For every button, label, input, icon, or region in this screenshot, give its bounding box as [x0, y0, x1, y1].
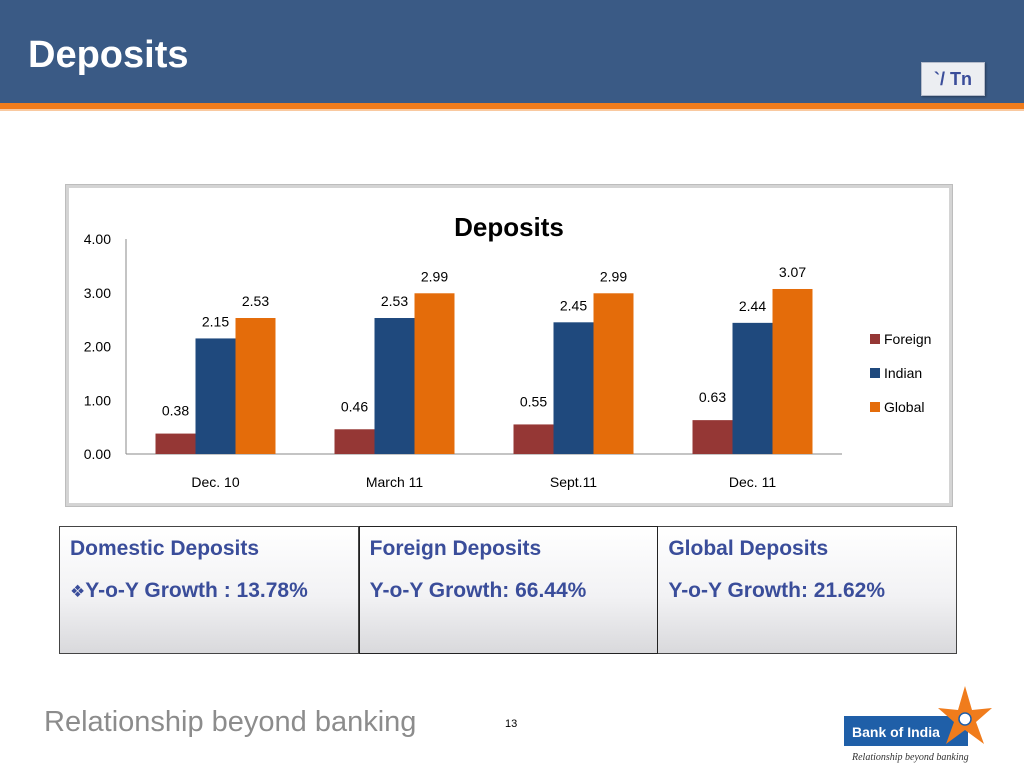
bar-foreign — [513, 424, 554, 454]
legend-label: Global — [884, 399, 924, 415]
x-tick-label: Dec. 11 — [729, 474, 776, 490]
logo-name: Bank of India — [852, 724, 940, 740]
bar-global — [414, 293, 455, 454]
summary-growth-text: Y-o-Y Growth : 13.78% — [85, 579, 308, 602]
summary-title: Foreign Deposits — [369, 537, 542, 560]
summary-box-foreign: Foreign Deposits Y-o-Y Growth: 66.44% — [358, 526, 659, 654]
bar-global — [593, 293, 634, 454]
legend-swatch-foreign — [870, 334, 880, 344]
deposits-chart: Deposits 0.00 1.00 2.00 3.00 4.00 0.38 2.15 2.53… — [84, 212, 932, 490]
footer-tagline: Relationship beyond banking — [44, 706, 417, 738]
bar-foreign — [692, 420, 733, 454]
bar-indian — [195, 338, 236, 454]
summary-title: Domestic Deposits — [70, 537, 260, 560]
summary-growth-text: Y-o-Y Growth: 21.62% — [668, 579, 886, 602]
data-label: 2.15 — [202, 313, 229, 329]
chart-frame: Deposits 0.00 1.00 2.00 3.00 4.00 0.38 2.15 2.53… — [65, 184, 953, 507]
x-tick-label: Sept.11 — [550, 474, 597, 490]
data-label: 0.55 — [520, 393, 547, 409]
y-tick-label: 0.00 — [84, 446, 111, 462]
header-accent-line — [0, 103, 1024, 109]
bar-global — [235, 318, 276, 454]
data-label: 0.46 — [341, 398, 368, 414]
legend-swatch-indian — [870, 368, 880, 378]
data-label: 3.07 — [779, 264, 806, 280]
data-label: 2.99 — [421, 268, 448, 284]
summary-box-global: Global Deposits Y-o-Y Growth: 21.62% — [658, 526, 958, 654]
bank-of-india-logo: Bank of India Relationship beyond bankin… — [844, 686, 992, 763]
data-label: 0.38 — [162, 403, 189, 419]
logo-tagline: Relationship beyond banking — [851, 752, 969, 763]
summary-box-domestic: Domestic Deposits ❖Y-o-Y Growth : 13.78% — [59, 526, 359, 654]
summary-growth: ❖Y-o-Y Growth : 13.78% — [70, 579, 348, 603]
summary-row: Domestic Deposits ❖Y-o-Y Growth : 13.78%… — [59, 526, 958, 654]
legend-label: Foreign — [884, 331, 931, 347]
bar-foreign — [155, 433, 196, 454]
y-tick-label: 2.00 — [84, 339, 111, 355]
data-label: 2.53 — [242, 293, 269, 309]
bar-global — [772, 288, 813, 454]
page-title: Deposits — [28, 34, 189, 76]
header-accent-line-light — [0, 109, 1024, 111]
legend-swatch-global — [870, 402, 880, 412]
bar-indian — [374, 318, 415, 454]
summary-title: Global Deposits — [668, 537, 829, 560]
unit-badge: `/ Tn — [921, 62, 985, 96]
y-tick-label: 4.00 — [84, 231, 111, 247]
data-label: 2.44 — [739, 298, 766, 314]
bar-indian — [732, 322, 773, 454]
legend-label: Indian — [884, 365, 922, 381]
chart-title: Deposits — [454, 212, 564, 242]
data-label: 2.53 — [381, 293, 408, 309]
data-label: 0.63 — [699, 389, 726, 405]
page-number: 13 — [505, 718, 518, 730]
y-tick-label: 3.00 — [84, 285, 111, 301]
data-label: 2.99 — [600, 268, 627, 284]
x-tick-label: March 11 — [366, 474, 424, 490]
bar-foreign — [334, 429, 375, 454]
x-tick-label: Dec. 10 — [191, 474, 239, 490]
header-bar — [0, 0, 1024, 103]
summary-growth-text: Y-o-Y Growth: 66.44% — [369, 579, 587, 602]
diamond-bullet-icon: ❖ — [70, 582, 86, 601]
logo-emblem-icon — [958, 712, 972, 726]
y-tick-label: 1.00 — [84, 392, 111, 408]
data-label: 2.45 — [560, 297, 587, 313]
bar-indian — [553, 322, 594, 454]
